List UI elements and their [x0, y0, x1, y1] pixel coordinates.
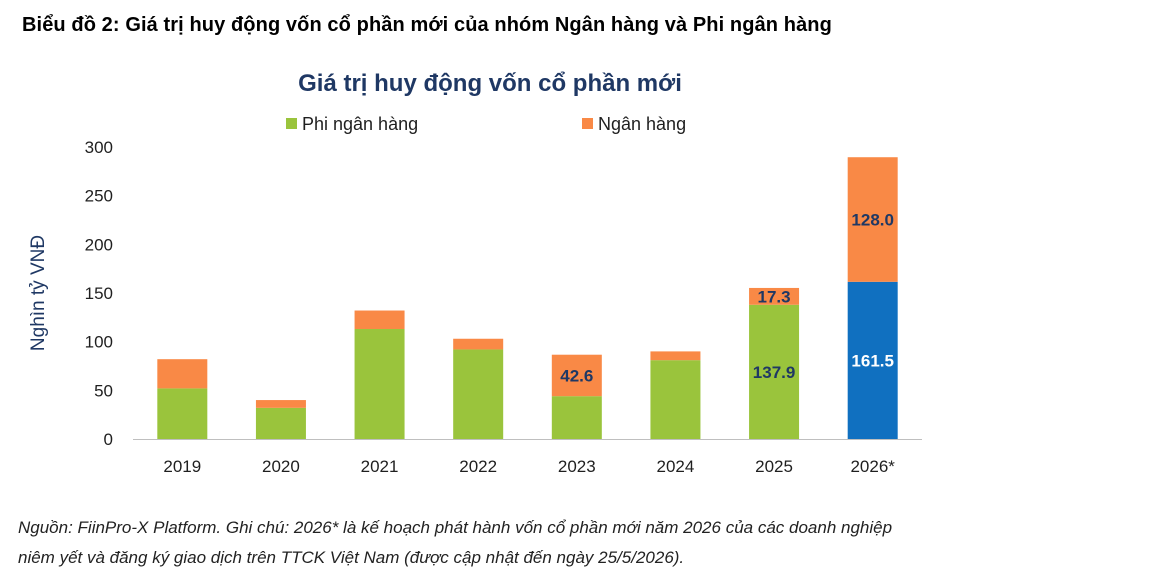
- data-label: 161.5: [851, 351, 894, 370]
- bar-bank-2022: [453, 338, 504, 350]
- bar-bank-2020: [255, 400, 306, 408]
- legend-label-bank: Ngân hàng: [598, 114, 686, 134]
- x-tick-label: 2026*: [850, 457, 895, 476]
- x-tick-label: 2021: [361, 457, 399, 476]
- bar-bank-2024: [650, 351, 701, 361]
- bar-non-bank-2023: [551, 396, 602, 439]
- y-tick-label: 200: [85, 235, 113, 254]
- y-tick-label: 300: [85, 138, 113, 157]
- bar-bank-2019: [157, 359, 208, 389]
- y-axis-title: Nghìn tỷ VNĐ: [28, 235, 49, 351]
- x-tick-label: 2020: [262, 457, 300, 476]
- figure-title: Biểu đồ 2: Giá trị huy động vốn cổ phần …: [22, 14, 832, 36]
- bar-non-bank-2019: [157, 388, 208, 439]
- chart-title: Giá trị huy động vốn cổ phần mới: [298, 70, 682, 97]
- bar-non-bank-2024: [650, 360, 701, 439]
- data-label: 128.0: [851, 211, 894, 230]
- x-tick-label: 2024: [657, 457, 695, 476]
- source-note-line-2: niêm yết và đăng ký giao dịch trên TTCK …: [18, 548, 685, 567]
- bar-non-bank-2022: [453, 349, 504, 439]
- y-tick-label: 250: [85, 187, 113, 206]
- x-tick-label: 2019: [163, 457, 201, 476]
- data-label: 17.3: [758, 287, 791, 306]
- source-note-line-1: Nguồn: FiinPro-X Platform. Ghi chú: 2026…: [18, 518, 893, 537]
- y-tick-label: 50: [94, 381, 113, 400]
- x-tick-label: 2025: [755, 457, 793, 476]
- bar-bank-2026: [847, 157, 898, 282]
- data-label: 42.6: [560, 366, 593, 385]
- source-note: Nguồn: FiinPro-X Platform. Ghi chú: 2026…: [18, 513, 1143, 573]
- y-tick-label: 100: [85, 333, 113, 352]
- bar-bank-2021: [354, 310, 405, 330]
- y-tick-label: 0: [104, 430, 113, 449]
- bar-bank-2023: [551, 354, 602, 397]
- data-label: 137.9: [753, 363, 796, 382]
- legend-label-non-bank: Phi ngân hàng: [302, 114, 418, 134]
- legend-swatch-non-bank: [286, 118, 297, 129]
- bar-non-bank-2020: [255, 407, 306, 439]
- x-tick-label: 2022: [459, 457, 497, 476]
- x-tick-label: 2023: [558, 457, 596, 476]
- bar-non-bank-2025: [749, 304, 800, 439]
- bar-non-bank-2021: [354, 329, 405, 439]
- legend-swatch-bank: [582, 118, 593, 129]
- y-tick-label: 150: [85, 284, 113, 303]
- bar-bank-2025: [749, 287, 800, 305]
- bar-non-bank-2026: [847, 281, 898, 439]
